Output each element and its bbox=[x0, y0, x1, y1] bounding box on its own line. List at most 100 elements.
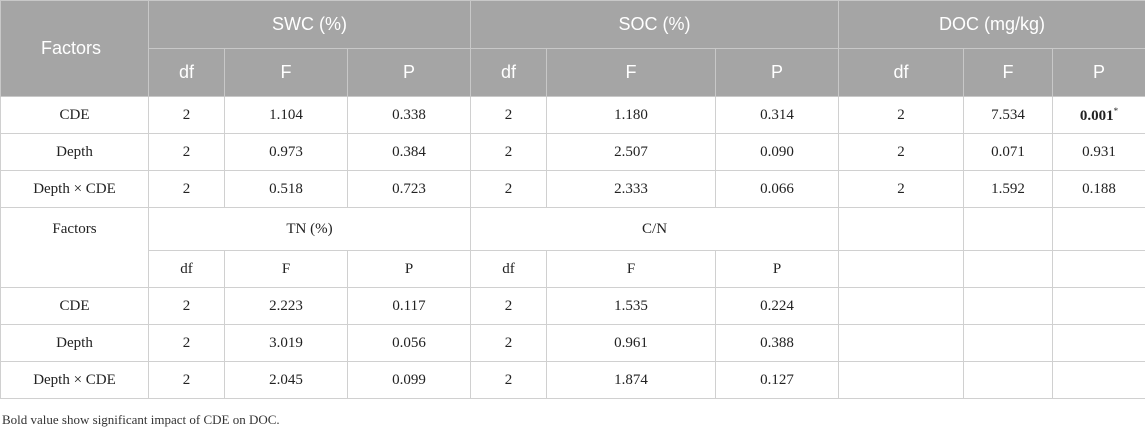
table-cell: 2 bbox=[470, 361, 548, 399]
table-cell: Depth × CDE bbox=[0, 170, 149, 208]
table-cell: 0.723 bbox=[346, 170, 472, 208]
table-cell: 0.188 bbox=[1052, 170, 1145, 208]
empty-cell bbox=[838, 324, 965, 362]
empty-cell bbox=[1052, 207, 1145, 251]
table-row: Factors TN (%) C/N bbox=[0, 207, 1145, 251]
table-cell: 0.931 bbox=[1052, 133, 1145, 171]
empty-cell bbox=[963, 361, 1054, 399]
table-cell: 1.180 bbox=[546, 96, 717, 134]
table-cell: 3.019 bbox=[224, 324, 348, 362]
table-cell: 2 bbox=[148, 324, 225, 362]
table-cell: 2.223 bbox=[224, 287, 348, 325]
table-cell: Depth bbox=[0, 324, 149, 362]
empty-cell bbox=[963, 287, 1054, 325]
table-cell: 2.507 bbox=[546, 133, 717, 171]
significance-mark: * bbox=[1113, 105, 1119, 116]
table-cell: df bbox=[470, 250, 548, 288]
table-cell: DOC (mg/kg) bbox=[838, 0, 1145, 49]
table-cell: P bbox=[346, 48, 472, 97]
table-cell: 0.071 bbox=[963, 133, 1054, 171]
table-cell: 2 bbox=[148, 96, 225, 134]
empty-cell bbox=[963, 207, 1054, 251]
table-cell: df bbox=[470, 48, 548, 97]
empty-cell bbox=[1052, 324, 1145, 362]
table-cell: 1.104 bbox=[224, 96, 348, 134]
table-cell: SOC (%) bbox=[470, 0, 840, 49]
table-row: Depth 2 3.019 0.056 2 0.961 0.388 bbox=[0, 324, 1145, 362]
table-cell: 0.518 bbox=[224, 170, 348, 208]
table-cell: TN (%) bbox=[147, 207, 472, 251]
table-row: CDE 2 2.223 0.117 2 1.535 0.224 bbox=[0, 287, 1145, 325]
table-cell: 0.090 bbox=[715, 133, 840, 171]
table-row: Factors SWC (%) SOC (%) DOC (mg/kg) bbox=[0, 0, 1145, 97]
table-cell: 2 bbox=[838, 170, 965, 208]
table-cell: 2 bbox=[470, 170, 548, 208]
table-row: CDE 2 1.104 0.338 2 1.180 0.314 2 7.534 0.001* bbox=[0, 96, 1145, 134]
table-cell: 2 bbox=[470, 133, 548, 171]
table-cell: 0.388 bbox=[715, 324, 840, 362]
table-cell: df bbox=[838, 48, 965, 97]
table-cell: Factors bbox=[0, 207, 149, 251]
table-cell: 7.534 bbox=[963, 96, 1054, 134]
table-cell: P bbox=[715, 48, 840, 97]
table-cell: 2.045 bbox=[224, 361, 348, 399]
empty-cell bbox=[963, 250, 1054, 288]
table-cell: Depth × CDE bbox=[0, 361, 149, 399]
table-cell: 1.874 bbox=[546, 361, 717, 399]
table-cell: P bbox=[715, 250, 840, 288]
table-row: Depth × CDE 2 2.045 0.099 2 1.874 0.127 bbox=[0, 361, 1145, 399]
footnote: Bold value show significant impact of CD… bbox=[2, 412, 280, 427]
table-cell: 2 bbox=[470, 287, 548, 325]
empty-cell bbox=[963, 324, 1054, 362]
table-cell: F bbox=[224, 48, 348, 97]
table-cell: F bbox=[224, 250, 348, 288]
empty-cell bbox=[1052, 287, 1145, 325]
table-cell: 2 bbox=[148, 287, 225, 325]
table-cell: SWC (%) bbox=[147, 0, 472, 49]
table-cell: 2 bbox=[470, 324, 548, 362]
table-cell: 2.333 bbox=[546, 170, 717, 208]
table-cell: 0.961 bbox=[546, 324, 717, 362]
significant-value: 0.001 bbox=[1079, 107, 1114, 124]
empty-cell bbox=[838, 207, 965, 251]
table-cell: P bbox=[346, 250, 472, 288]
table-cell: 0.001* bbox=[1052, 96, 1145, 134]
table-cell: 2 bbox=[838, 133, 965, 171]
empty-cell bbox=[838, 361, 965, 399]
table-cell: 0.056 bbox=[346, 324, 472, 362]
table-cell: Factors bbox=[0, 0, 149, 97]
table-cell: F bbox=[546, 48, 717, 97]
table-cell: 0.127 bbox=[715, 361, 840, 399]
empty-cell bbox=[1052, 250, 1145, 288]
table-cell: CDE bbox=[0, 287, 149, 325]
table-cell: 2 bbox=[148, 133, 225, 171]
table-cell: 0.338 bbox=[346, 96, 472, 134]
table-cell: df bbox=[148, 48, 225, 97]
table-cell: 0.066 bbox=[715, 170, 840, 208]
table-cell: C/N bbox=[470, 207, 840, 251]
table-cell: 1.535 bbox=[546, 287, 717, 325]
table-cell: 0.099 bbox=[346, 361, 472, 399]
table-cell: 2 bbox=[470, 96, 548, 134]
table-cell: 0.973 bbox=[224, 133, 348, 171]
table-cell: 0.117 bbox=[346, 287, 472, 325]
empty-cell bbox=[0, 250, 149, 288]
empty-cell bbox=[838, 250, 965, 288]
table-row: Depth × CDE 2 0.518 0.723 2 2.333 0.066 2 1.592 0… bbox=[0, 170, 1145, 208]
table-cell: F bbox=[963, 48, 1054, 97]
table-cell: 1.592 bbox=[963, 170, 1054, 208]
table-cell: 0.384 bbox=[346, 133, 472, 171]
table-cell: 2 bbox=[148, 170, 225, 208]
table-cell: CDE bbox=[0, 96, 149, 134]
table-cell: 0.224 bbox=[715, 287, 840, 325]
empty-cell bbox=[838, 287, 965, 325]
table-cell: 0.314 bbox=[715, 96, 840, 134]
table-cell: P bbox=[1052, 48, 1145, 97]
table-cell: Depth bbox=[0, 133, 149, 171]
table-cell: df bbox=[148, 250, 225, 288]
empty-cell bbox=[1052, 361, 1145, 399]
